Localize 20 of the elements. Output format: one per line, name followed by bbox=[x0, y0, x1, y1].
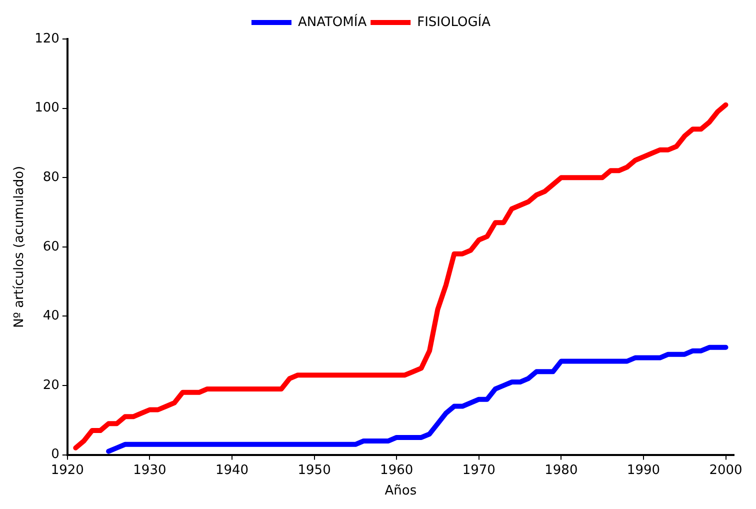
x-tick-label: 1980 bbox=[544, 462, 578, 478]
legend-label: FISIOLOGÍA bbox=[417, 12, 491, 30]
x-tick-label: 1990 bbox=[626, 462, 660, 478]
y-tick-label: 80 bbox=[42, 170, 60, 185]
x-tick-label: 1960 bbox=[380, 462, 414, 478]
y-tick-label: 100 bbox=[34, 100, 60, 116]
x-axis-title: Años bbox=[384, 484, 417, 499]
x-tick-label: 1920 bbox=[50, 462, 84, 478]
y-axis-title: Nº artículos (acumulado) bbox=[12, 166, 28, 328]
y-tick-label: 20 bbox=[42, 378, 60, 393]
y-tick-label: 60 bbox=[42, 239, 60, 254]
x-tick-label: 1970 bbox=[462, 462, 496, 478]
x-tick-label: 1930 bbox=[133, 462, 166, 478]
x-tick-label: 2000 bbox=[709, 462, 742, 478]
y-tick-label: 120 bbox=[34, 31, 60, 46]
y-tick-label: 0 bbox=[51, 447, 60, 462]
legend-label: ANATOMÍA bbox=[298, 12, 367, 30]
y-tick-label: 40 bbox=[42, 308, 60, 324]
x-tick-label: 1940 bbox=[215, 462, 249, 478]
x-tick-label: 1950 bbox=[298, 462, 331, 478]
